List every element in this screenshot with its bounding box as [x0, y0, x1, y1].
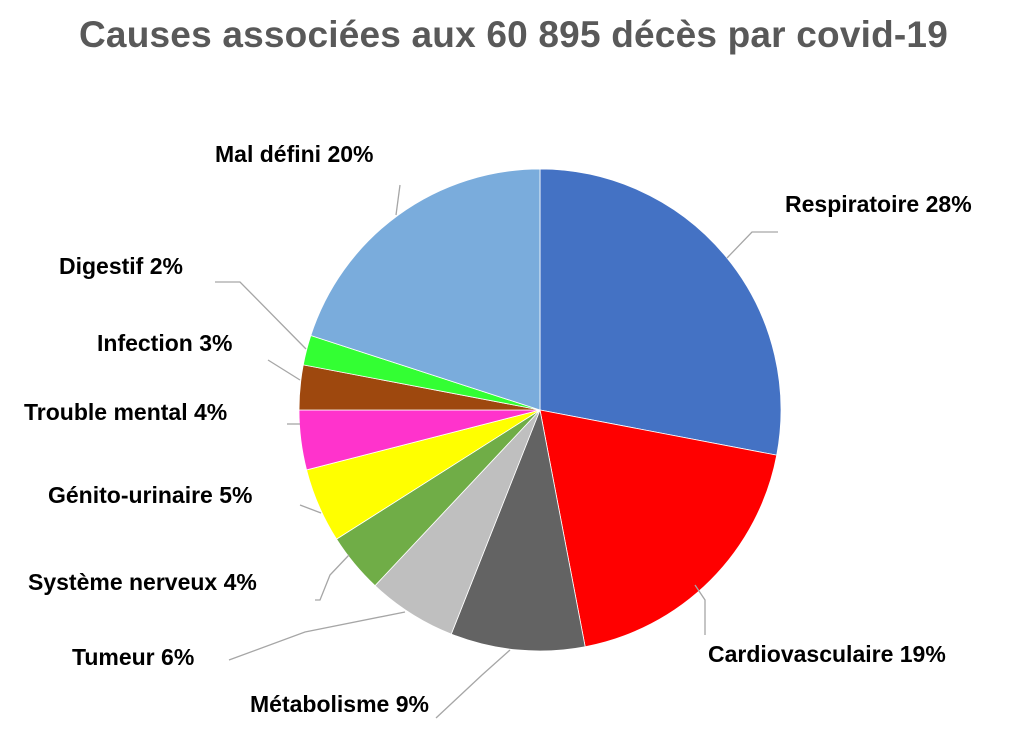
pie-slice-respiratoire	[539, 168, 782, 456]
slice-labels: Respiratoire 28% Cardiovasculaire 19% Méta…	[24, 141, 972, 717]
slice-label: Digestif 2%	[59, 253, 183, 279]
slice-label: Respiratoire 28%	[785, 191, 972, 217]
leader-line	[315, 554, 350, 601]
pie-slice-mal-defini	[310, 168, 541, 411]
leader-line	[395, 184, 401, 216]
slice-label: Cardiovasculaire 19%	[708, 641, 946, 667]
leader-line	[215, 281, 307, 350]
pie-slices	[298, 168, 782, 652]
slice-label: Système nerveux 4%	[28, 569, 257, 595]
leader-lines	[215, 184, 778, 719]
leader-line	[299, 504, 322, 514]
slice-label: Mal défini 20%	[215, 141, 373, 167]
chart-title: Causes associées aux 60 895 décès par co…	[79, 14, 948, 55]
slice-label: Infection 3%	[97, 330, 232, 356]
slice-label: Trouble mental 4%	[24, 399, 227, 425]
pie-slice-metabolisme	[450, 408, 586, 652]
pie-slice-cardiovasculaire	[539, 409, 778, 648]
slice-label: Tumeur 6%	[72, 644, 194, 670]
leader-line	[435, 649, 511, 719]
leader-line	[228, 611, 406, 661]
leader-line	[694, 584, 706, 635]
slice-label: Métabolisme 9%	[250, 691, 429, 717]
leader-line	[726, 231, 778, 259]
slice-label: Génito-urinaire 5%	[48, 482, 252, 508]
leader-line	[267, 359, 301, 381]
